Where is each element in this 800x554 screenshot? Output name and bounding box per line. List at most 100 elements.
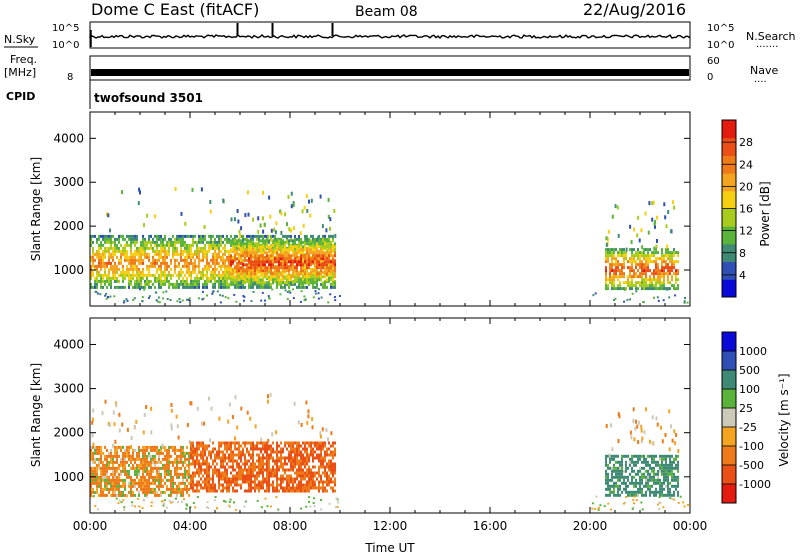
- range-cell: [663, 466, 665, 470]
- range-cell: [146, 267, 148, 271]
- range-cell: [326, 278, 328, 282]
- range-cell: [240, 281, 242, 285]
- range-cell: [132, 463, 134, 467]
- range-cell: [240, 275, 242, 279]
- range-cell: [100, 481, 102, 485]
- range-cell: [218, 273, 220, 277]
- range-cell: [178, 270, 180, 274]
- range-cell: [211, 291, 214, 294]
- range-cell: [126, 249, 128, 253]
- range-cell: [256, 281, 258, 285]
- range-cell: [260, 281, 262, 285]
- range-cell: [314, 480, 316, 484]
- range-cell: [667, 487, 669, 491]
- range-cell: [649, 490, 651, 494]
- range-cell: [100, 475, 102, 479]
- range-cell: [210, 489, 212, 493]
- range-cell: [316, 257, 318, 261]
- range-cell: [176, 279, 178, 283]
- range-cell: [196, 285, 198, 289]
- range-cell: [214, 255, 216, 259]
- range-cell: [637, 420, 640, 425]
- range-cell: [126, 299, 129, 302]
- power-colorbar-label: 20: [739, 180, 753, 193]
- range-cell: [304, 264, 306, 268]
- range-cell: [306, 462, 308, 466]
- range-cell: [611, 257, 613, 261]
- range-cell: [214, 285, 216, 289]
- range-cell: [615, 460, 617, 464]
- range-cell: [276, 480, 278, 484]
- range-cell: [92, 487, 94, 491]
- range-cell: [330, 462, 332, 466]
- range-cell: [258, 474, 260, 478]
- range-cell: [272, 486, 274, 490]
- power-colorbar-segment: [722, 173, 736, 192]
- range-cell: [248, 285, 250, 289]
- range-cell: [314, 245, 316, 249]
- range-cell: [234, 266, 236, 270]
- range-cell: [313, 505, 316, 508]
- range-cell: [198, 459, 200, 463]
- range-cell: [274, 269, 276, 273]
- range-cell: [232, 239, 234, 243]
- range-cell: [126, 475, 128, 479]
- range-cell: [222, 264, 224, 268]
- range-cell: [287, 195, 290, 199]
- range-cell: [194, 462, 196, 466]
- range-cell: [649, 281, 651, 285]
- range-cell: [308, 444, 310, 448]
- range-cell: [274, 243, 276, 247]
- range-cell: [135, 419, 138, 424]
- range-cell: [164, 252, 166, 256]
- range-cell: [218, 237, 220, 241]
- range-cell: [132, 448, 134, 452]
- range-cell: [190, 486, 192, 490]
- range-cell: [641, 272, 643, 276]
- range-cell: [236, 282, 238, 286]
- range-cell: [276, 266, 278, 270]
- range-cell: [657, 278, 659, 282]
- range-cell: [607, 260, 609, 264]
- range-cell: [246, 234, 248, 238]
- range-cell: [158, 451, 160, 455]
- range-cell: [308, 245, 310, 249]
- range-cell: [296, 456, 298, 460]
- range-cell: [177, 501, 180, 504]
- range-cell: [242, 242, 244, 246]
- range-cell: [302, 249, 304, 253]
- range-cell: [668, 409, 671, 414]
- range-cell: [162, 240, 164, 244]
- range-cell: [663, 278, 665, 282]
- range-cell: [164, 463, 166, 467]
- range-cell: [236, 489, 238, 493]
- range-cell: [226, 270, 228, 274]
- range-cell: [108, 270, 110, 274]
- range-cell: [306, 275, 308, 279]
- range-cell: [132, 285, 134, 289]
- range-cell: [617, 487, 619, 491]
- range-cell: [154, 264, 156, 268]
- range-cell: [107, 213, 110, 218]
- range-cell: [160, 451, 162, 455]
- range-cell: [248, 240, 250, 244]
- range-cell: [98, 273, 100, 277]
- range-cell: [617, 254, 619, 258]
- range-cell: [214, 453, 216, 457]
- range-cell: [212, 459, 214, 463]
- range-cell: [318, 266, 320, 270]
- range-cell: [631, 260, 633, 264]
- range-cell: [314, 290, 317, 293]
- range-cell: [200, 444, 202, 448]
- range-cell: [300, 269, 302, 273]
- range-cell: [104, 282, 106, 286]
- range-cell: [617, 260, 619, 264]
- range-cell: [186, 267, 188, 271]
- range-cell: [142, 243, 144, 247]
- range-cell: [599, 504, 602, 507]
- range-cell: [220, 285, 222, 289]
- range-cell: [633, 275, 635, 279]
- range-cell: [216, 273, 218, 277]
- range-cell: [122, 454, 124, 458]
- range-cell: [286, 298, 289, 301]
